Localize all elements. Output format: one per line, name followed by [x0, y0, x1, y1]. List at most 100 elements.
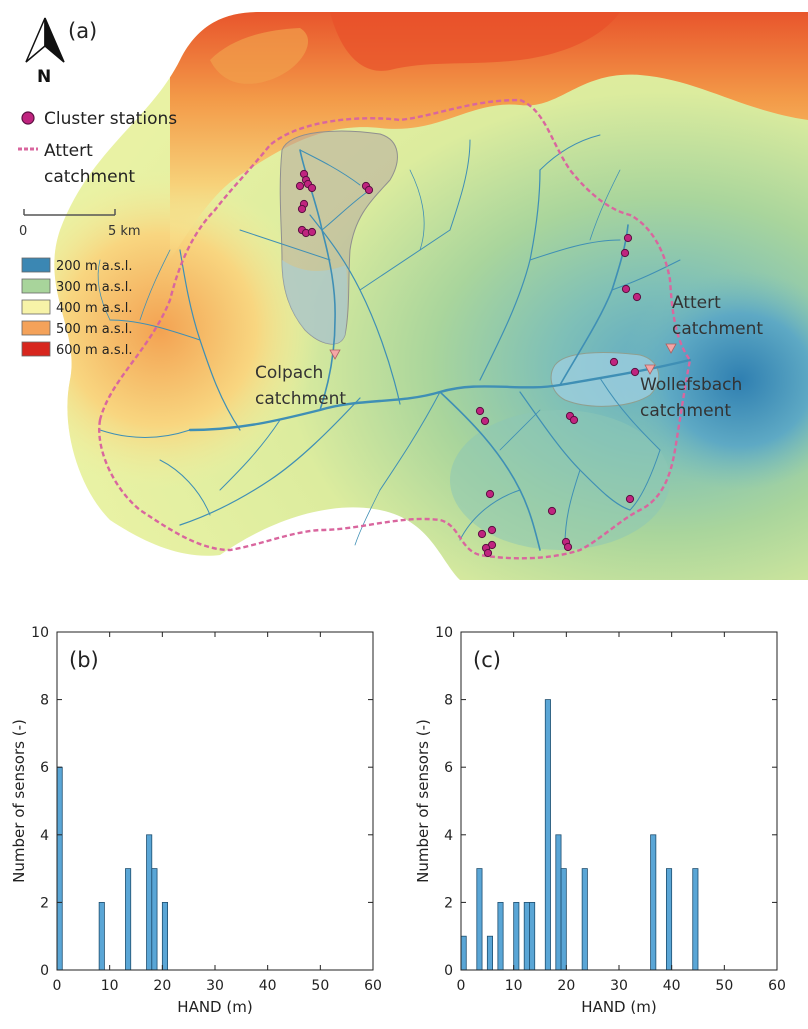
wollefsbach-catchment: [550, 351, 660, 407]
station-marker: [630, 367, 640, 377]
elevation-label: 300 m a.s.l.: [56, 280, 133, 295]
elevation-swatch: [21, 257, 51, 273]
station-marker: [487, 525, 497, 535]
catchment-legend-line1: Attert: [44, 141, 93, 161]
north-label: N: [37, 67, 51, 87]
scale-start-label: 0: [19, 224, 27, 239]
y-tick-label: 2: [444, 895, 453, 911]
histogram-bar: [476, 868, 483, 971]
histogram-b: 0 10 20 30 40 50 60 0 2 4 6 8 10 HAND (m) Number of se…: [10, 625, 382, 1016]
x-tick-label: 20: [557, 978, 575, 994]
colpach-label-line2: catchment: [255, 389, 346, 409]
x-tick-label: 50: [715, 978, 733, 994]
elevation-swatch: [21, 299, 51, 315]
attert-label-line2: catchment: [672, 319, 763, 339]
panel-label: (c): [473, 648, 501, 672]
station-marker: [475, 406, 485, 416]
north-arrow-icon: [25, 17, 65, 63]
x-axis-label: HAND (m): [581, 998, 656, 1016]
station-marker: [620, 248, 630, 258]
x-tick-label: 50: [311, 978, 329, 994]
x-tick-label: 60: [768, 978, 786, 994]
x-tick-label: 0: [457, 978, 466, 994]
y-tick-label: 0: [444, 963, 453, 979]
histogram-bar: [497, 901, 504, 971]
histogram-bar: [529, 901, 536, 971]
scale-bar: 0 5 km: [19, 209, 141, 239]
y-axis-label: Number of sensors (-): [414, 719, 432, 883]
x-tick-label: 0: [53, 978, 62, 994]
x-tick-label: 20: [153, 978, 171, 994]
histogram-bar: [161, 901, 168, 971]
elevation-legend: 200 m a.s.l. 300 m a.s.l. 400 m a.s.l. 500 …: [21, 257, 133, 358]
histogram-bar: [151, 868, 158, 971]
x-tick-label: 40: [663, 978, 681, 994]
histogram-bar: [650, 834, 657, 971]
histogram-bar: [555, 834, 562, 971]
station-marker: [477, 529, 487, 539]
x-tick-label: 30: [206, 978, 224, 994]
histogram-bar: [460, 935, 467, 971]
histogram-bar: [560, 868, 567, 971]
histogram-bar: [523, 901, 530, 971]
catchment-outlets: [329, 343, 677, 375]
station-legend-label: Cluster stations: [44, 109, 177, 129]
y-tick-label: 6: [40, 760, 49, 776]
scale-end-label: 5 km: [108, 224, 141, 239]
elevation-swatch: [21, 320, 51, 336]
histogram-bar: [692, 868, 699, 971]
station-marker: [485, 489, 495, 499]
station-marker: [307, 183, 317, 193]
station-marker: [297, 204, 307, 214]
colpach-outlet-marker: [329, 349, 341, 360]
elevation-swatch: [21, 341, 51, 357]
plot-area: [57, 632, 373, 970]
x-tick-label: 30: [610, 978, 628, 994]
y-tick-label: 8: [40, 693, 49, 709]
histogram-bar: [125, 868, 132, 971]
plot-area: [461, 632, 777, 970]
elevation-label: 500 m a.s.l.: [56, 322, 133, 337]
station-marker: [632, 292, 642, 302]
panel-label: (b): [69, 648, 99, 672]
histogram-bar: [513, 901, 520, 971]
station-marker: [295, 181, 305, 191]
x-axis-label: HAND (m): [177, 998, 252, 1016]
histogram-bar: [486, 935, 494, 971]
y-tick-label: 2: [40, 895, 49, 911]
wollefsbach-outlet-marker: [644, 364, 656, 375]
station-marker: [364, 185, 374, 195]
station-marker: [480, 416, 490, 426]
map-legend: Cluster stations Attert catchment: [18, 109, 177, 187]
station-marker: [307, 227, 317, 237]
histogram-bar: [98, 901, 105, 971]
histogram-bar: [56, 766, 63, 971]
y-tick-label: 8: [444, 693, 453, 709]
station-marker: [623, 233, 633, 243]
histogram-bar: [544, 699, 551, 971]
attert-label-line1: Attert: [672, 293, 721, 313]
colpach-label-line1: Colpach: [255, 363, 323, 383]
catchment-legend-line2: catchment: [44, 167, 135, 187]
x-tick-label: 10: [505, 978, 523, 994]
x-tick-label: 60: [364, 978, 382, 994]
station-marker: [547, 506, 557, 516]
y-tick-label: 0: [40, 963, 49, 979]
elevation-label: 600 m a.s.l.: [56, 343, 133, 358]
station-marker: [609, 357, 619, 367]
panel-label-a: (a): [68, 19, 97, 43]
station-marker: [625, 494, 635, 504]
histogram-bar: [146, 834, 153, 971]
station-marker: [483, 548, 493, 558]
attert-outlet-marker: [665, 343, 677, 354]
histogram-bar: [665, 868, 673, 971]
x-tick-label: 40: [259, 978, 277, 994]
attert-boundary: [98, 98, 692, 560]
y-tick-label: 10: [31, 625, 49, 641]
y-tick-label: 4: [444, 828, 453, 844]
y-tick-label: 6: [444, 760, 453, 776]
station-marker: [621, 284, 631, 294]
y-axis-label: Number of sensors (-): [10, 719, 28, 883]
elevation-label: 400 m a.s.l.: [56, 301, 133, 316]
station-marker: [569, 415, 579, 425]
